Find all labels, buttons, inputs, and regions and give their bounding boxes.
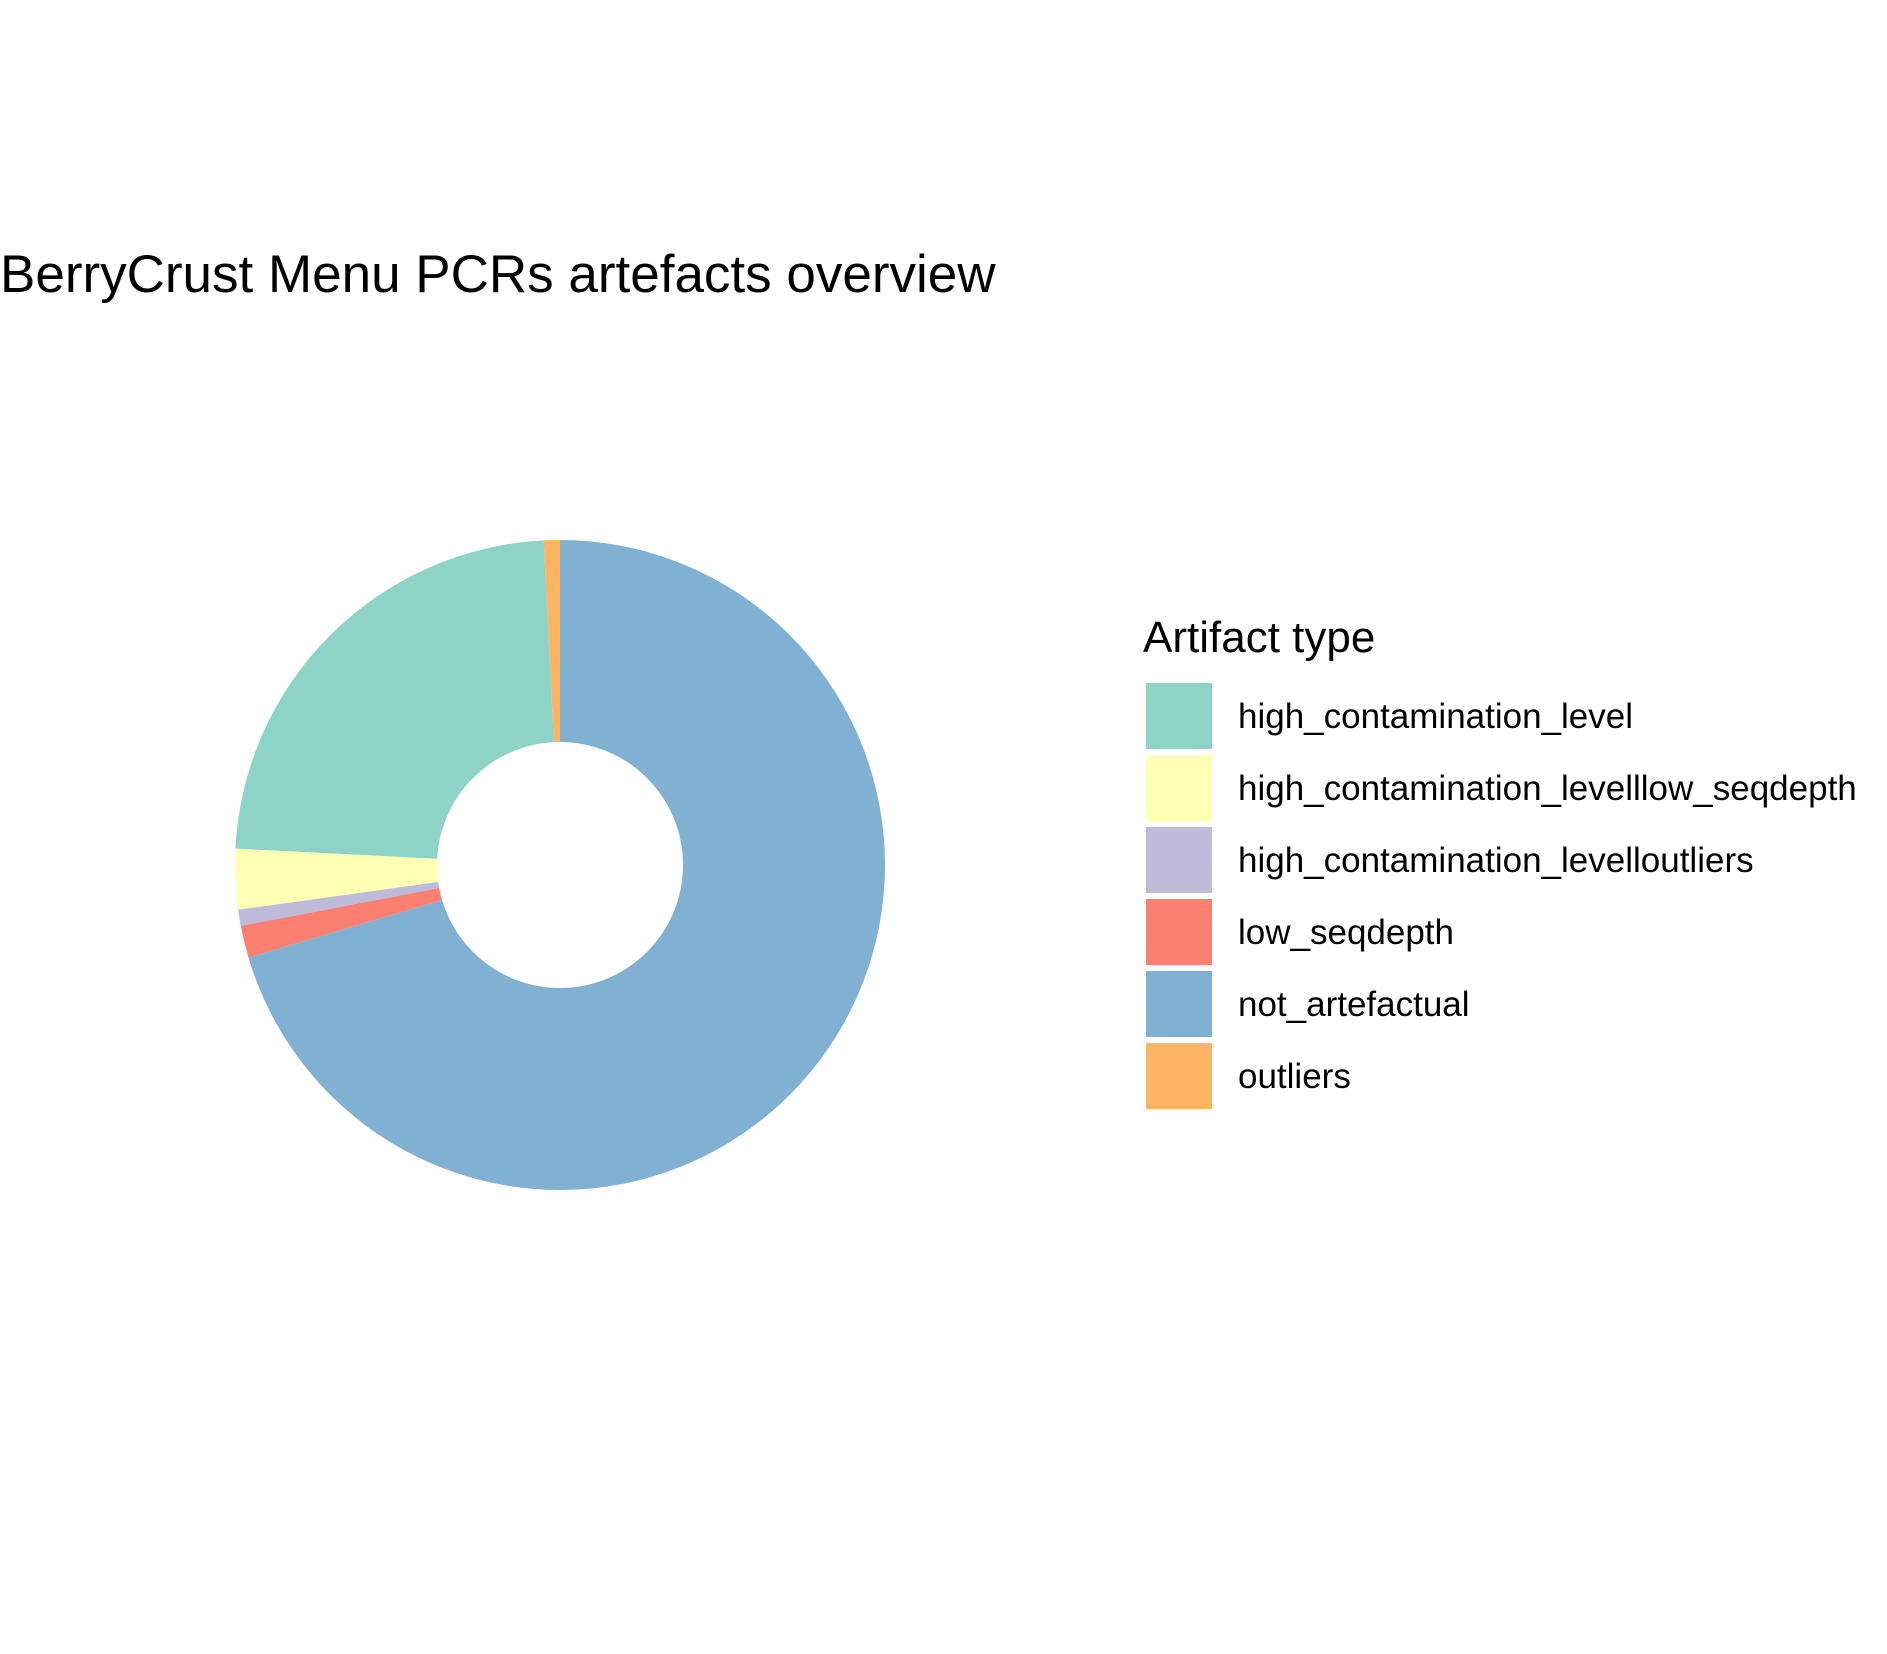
slice-high-contamination-levelllow-seqdepth [234, 848, 439, 910]
legend-label: low_seqdepth [1238, 913, 1454, 952]
slice-low-seqdepth [240, 888, 443, 958]
legend-title: Artifact type [1143, 613, 1375, 662]
donut-chart [234, 540, 886, 1190]
slice-high-contamination-level [235, 540, 554, 859]
legend-label: high_contamination_levelloutliers [1238, 841, 1754, 880]
legend-key-low-seqdepth [1146, 899, 1212, 965]
legend-label: outliers [1238, 1057, 1351, 1096]
legend-label: high_contamination_levelllow_seqdepth [1238, 769, 1857, 808]
slice-outliers [543, 540, 560, 743]
legend-key-not-artefactual [1146, 971, 1212, 1037]
slice-not-artefactual [248, 540, 886, 1190]
slice-high-contamination-levelloutliers [238, 881, 440, 926]
legend-items: high_contamination_level high_contaminati… [1146, 683, 1857, 1109]
legend-label: not_artefactual [1238, 985, 1470, 1024]
legend-key-high-contamination-levelllow-seqdepth [1146, 755, 1212, 821]
legend-key-high-contamination-level [1146, 683, 1212, 749]
legend: Artifact type high_contamination_levelhi… [1143, 613, 1857, 1109]
legend-key-high-contamination-levelloutliers [1146, 827, 1212, 893]
legend-label: high_contamination_level [1238, 697, 1633, 736]
legend-key-outliers [1146, 1043, 1212, 1109]
chart-title: BerryCrust Menu PCRs artefacts overview [0, 245, 996, 304]
